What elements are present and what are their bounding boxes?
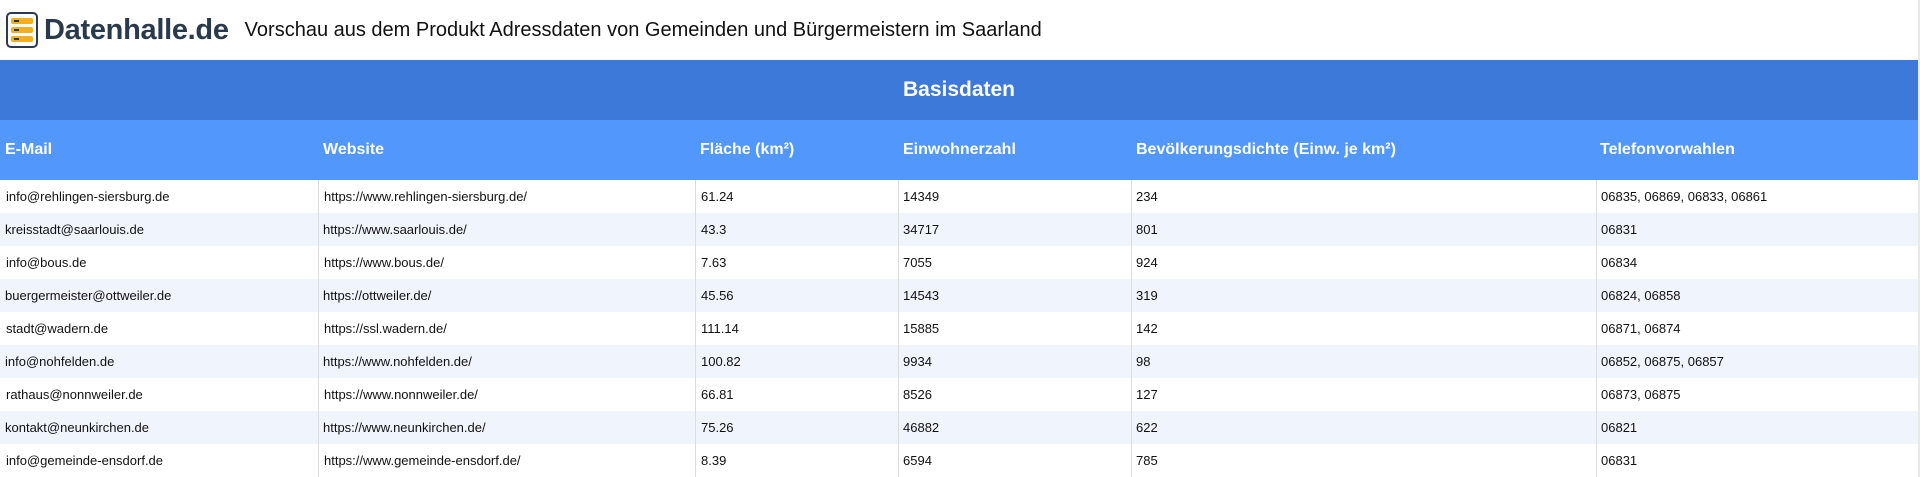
cell-einwohnerzahl: 14349: [903, 189, 940, 204]
cell-website[interactable]: https://ottweiler.de/: [323, 288, 432, 303]
column-divider: [695, 180, 696, 477]
table-row: info@gemeinde-ensdorf.de https://www.gem…: [0, 444, 1918, 477]
cell-website[interactable]: https://www.neunkirchen.de/: [323, 420, 486, 435]
cell-email: info@rehlingen-siersburg.de: [6, 189, 170, 204]
column-header-website[interactable]: Website: [323, 141, 385, 158]
cell-website[interactable]: https://www.nonnweiler.de/: [324, 387, 478, 402]
cell-website[interactable]: https://www.nohfelden.de/: [323, 354, 472, 369]
table-row: kontakt@neunkirchen.de https://www.neunk…: [0, 411, 1918, 444]
cell-dichte: 319: [1136, 288, 1158, 303]
cell-vorwahlen: 06834: [1601, 255, 1638, 270]
cell-einwohnerzahl: 46882: [903, 420, 940, 435]
scrollbar-edge[interactable]: [1918, 0, 1920, 477]
column-header-einwohnerzahl[interactable]: Einwohnerzahl: [903, 141, 1016, 158]
cell-email: info@nohfelden.de: [5, 354, 115, 369]
cell-vorwahlen: 06835, 06869, 06833, 06861: [1601, 189, 1768, 204]
cell-vorwahlen: 06873, 06875: [1601, 387, 1681, 402]
cell-website[interactable]: https://ssl.wadern.de/: [324, 321, 447, 336]
column-header-row: E-Mail Website Fläche (km²) Einwohnerzah…: [0, 120, 1918, 180]
column-header-bevoelkerungsdichte[interactable]: Bevölkerungsdichte (Einw. je km²): [1136, 141, 1396, 158]
cell-vorwahlen: 06871, 06874: [1601, 321, 1681, 336]
table-row: rathaus@nonnweiler.de https://www.nonnwe…: [0, 378, 1918, 411]
cell-email: kontakt@neunkirchen.de: [5, 420, 150, 435]
table-row: info@nohfelden.de https://www.nohfelden.…: [0, 345, 1918, 378]
cell-email: kreisstadt@saarlouis.de: [5, 222, 144, 237]
table-row: buergermeister@ottweiler.de https://ottw…: [0, 279, 1918, 312]
cell-einwohnerzahl: 7055: [903, 255, 932, 270]
cell-vorwahlen: 06852, 06875, 06857: [1601, 354, 1724, 369]
brand-name: Datenhalle.de: [44, 13, 229, 46]
cell-flaeche: 111.14: [701, 321, 739, 336]
cell-dichte: 234: [1136, 189, 1158, 204]
cell-dichte: 142: [1136, 321, 1158, 336]
column-header-email[interactable]: E-Mail: [5, 141, 53, 158]
cell-dichte: 127: [1136, 387, 1158, 402]
cell-dichte: 622: [1136, 420, 1158, 435]
column-header-telefonvorwahlen[interactable]: Telefonvorwahlen: [1600, 141, 1735, 158]
column-header-flaeche[interactable]: Fläche (km²): [700, 141, 795, 158]
cell-vorwahlen: 06821: [1601, 420, 1638, 435]
cell-website[interactable]: https://www.rehlingen-siersburg.de/: [324, 189, 528, 204]
column-divider: [318, 180, 319, 477]
table-row: stadt@wadern.de https://ssl.wadern.de/ 1…: [0, 312, 1918, 345]
table-row: kreisstadt@saarlouis.de https://www.saar…: [0, 213, 1918, 246]
cell-email: info@gemeinde-ensdorf.de: [6, 453, 164, 468]
cell-vorwahlen: 06824, 06858: [1601, 288, 1681, 303]
cell-dichte: 785: [1136, 453, 1158, 468]
cell-einwohnerzahl: 14543: [903, 288, 940, 303]
column-divider: [1596, 180, 1597, 477]
cell-flaeche: 100.82: [701, 354, 741, 369]
cell-flaeche: 8.39: [701, 453, 727, 468]
cell-email: rathaus@nonnweiler.de: [6, 387, 143, 402]
cell-einwohnerzahl: 6594: [903, 453, 932, 468]
cell-dichte: 801: [1136, 222, 1158, 237]
cell-flaeche: 7.63: [701, 255, 727, 270]
cell-email: info@bous.de: [6, 255, 87, 270]
cell-flaeche: 66.81: [701, 387, 734, 402]
cell-website[interactable]: https://www.gemeinde-ensdorf.de/: [324, 453, 521, 468]
cell-email: buergermeister@ottweiler.de: [5, 288, 172, 303]
top-bar: Datenhalle.de Vorschau aus dem Produkt A…: [0, 0, 1920, 60]
table-body: info@rehlingen-siersburg.de https://www.…: [0, 180, 1918, 477]
cell-flaeche: 43.3: [701, 222, 727, 237]
cell-vorwahlen: 06831: [1601, 222, 1638, 237]
cell-einwohnerzahl: 34717: [903, 222, 940, 237]
table-row: info@rehlingen-siersburg.de https://www.…: [0, 180, 1918, 213]
table-row: info@bous.de https://www.bous.de/ 7.63 7…: [0, 246, 1918, 279]
group-header-basisdaten: Basisdaten: [0, 60, 1918, 120]
cell-flaeche: 45.56: [701, 288, 734, 303]
cell-dichte: 924: [1136, 255, 1158, 270]
cell-einwohnerzahl: 9934: [903, 354, 932, 369]
brand-logo[interactable]: Datenhalle.de: [6, 12, 229, 48]
cell-einwohnerzahl: 8526: [903, 387, 932, 402]
cell-flaeche: 75.26: [701, 420, 734, 435]
page-title: Vorschau aus dem Produkt Adressdaten von…: [244, 18, 1042, 41]
column-divider: [898, 180, 899, 477]
column-divider: [1131, 180, 1132, 477]
cell-dichte: 98: [1136, 354, 1151, 369]
cell-flaeche: 61.24: [701, 189, 734, 204]
cell-website[interactable]: https://www.saarlouis.de/: [323, 222, 467, 237]
cell-einwohnerzahl: 15885: [903, 321, 940, 336]
cell-vorwahlen: 06831: [1601, 453, 1638, 468]
cell-email: stadt@wadern.de: [6, 321, 109, 336]
database-logo-icon: [6, 12, 38, 48]
cell-website[interactable]: https://www.bous.de/: [324, 255, 444, 270]
